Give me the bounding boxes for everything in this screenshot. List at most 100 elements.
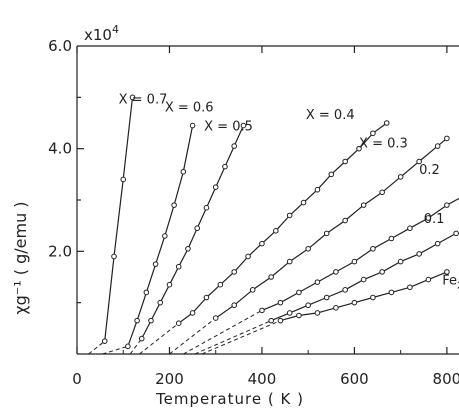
extrapolation-line <box>102 345 129 355</box>
extrapolation-line <box>201 320 281 355</box>
data-point <box>268 317 274 324</box>
data-point <box>189 310 196 316</box>
data-point <box>259 307 265 314</box>
data-point <box>249 287 256 293</box>
data-point <box>379 189 385 196</box>
data-point <box>240 122 247 129</box>
y-tick-label: 4.0 <box>48 140 72 158</box>
data-point <box>333 269 339 275</box>
extrapolation-line <box>88 340 106 355</box>
data-point <box>360 276 367 283</box>
data-point <box>166 281 173 288</box>
series-label-subscript: 2 <box>457 281 459 292</box>
series-3 <box>139 120 390 355</box>
x-tick-label: 0 <box>72 370 82 388</box>
data-point <box>407 225 413 232</box>
data-point <box>416 158 422 165</box>
data-point <box>323 230 330 237</box>
data-point <box>268 274 274 280</box>
data-point <box>194 225 201 232</box>
series-label: X = 0.4 <box>306 108 355 123</box>
data-point <box>175 320 182 327</box>
data-point <box>171 202 177 208</box>
series-line <box>127 125 194 347</box>
extrapolation-line <box>183 309 263 355</box>
data-point <box>351 299 358 306</box>
data-point <box>180 168 187 175</box>
data-point <box>212 184 219 190</box>
data-point <box>231 143 237 149</box>
data-point <box>185 245 191 252</box>
data-point <box>370 294 376 301</box>
data-point <box>444 269 450 275</box>
x-tick-label: 400 <box>248 370 277 388</box>
data-point <box>314 279 321 285</box>
data-point <box>129 94 136 101</box>
data-point <box>259 240 265 247</box>
x-tick-label: 200 <box>155 370 184 388</box>
data-point <box>434 240 441 247</box>
y-tick-label: 2.0 <box>48 242 72 260</box>
series-1 <box>102 122 196 355</box>
extrapolation-line <box>194 320 272 355</box>
data-point <box>296 312 302 319</box>
data-point <box>370 130 376 137</box>
x-tick-label: 600 <box>340 370 369 388</box>
series-2 <box>129 122 247 355</box>
extrapolation-line <box>129 338 143 355</box>
data-point <box>444 202 450 208</box>
series-label: X = 0.7 <box>119 92 168 107</box>
data-point <box>453 230 459 237</box>
data-point <box>379 269 385 275</box>
series-line <box>104 97 134 342</box>
series-line <box>280 271 448 322</box>
series-line <box>141 125 244 339</box>
data-point <box>277 299 284 306</box>
data-point <box>425 276 432 283</box>
data-point <box>342 217 348 224</box>
data-point <box>203 204 210 211</box>
data-point <box>231 302 237 309</box>
data-point <box>231 269 237 275</box>
data-point <box>212 315 219 321</box>
series-line <box>215 137 448 319</box>
y-multiplier-label: x104 <box>84 23 119 44</box>
data-point <box>143 289 150 296</box>
data-point <box>296 289 302 296</box>
data-point <box>111 253 117 260</box>
data-point <box>342 287 348 293</box>
data-point <box>360 202 367 208</box>
data-point <box>351 258 358 265</box>
data-point <box>162 233 168 239</box>
data-point <box>333 305 339 311</box>
series-label: Fe2P <box>442 274 459 292</box>
data-point <box>444 135 450 142</box>
series-line <box>178 122 388 324</box>
data-point <box>388 289 395 296</box>
extrapolation-line <box>139 322 180 355</box>
data-point <box>342 158 348 165</box>
series-line <box>261 197 459 311</box>
y-multiplier-base: x10 <box>84 26 112 44</box>
data-point <box>134 317 140 324</box>
data-point <box>125 343 131 350</box>
series-label: 0.1 <box>424 212 445 227</box>
y-tick-label: 6.0 <box>48 37 72 55</box>
data-point <box>416 251 422 257</box>
data-point <box>407 284 413 291</box>
y-tick-labels: 2.0 4.0 6.0 <box>48 37 72 260</box>
x-tick-labels: 0 200 400 600 800 <box>72 370 459 388</box>
y-multiplier-exponent: 4 <box>112 23 119 36</box>
series-0 <box>88 94 136 355</box>
data-point <box>328 171 335 178</box>
data-point <box>101 338 108 344</box>
series-label: X = 0.3 <box>359 137 408 152</box>
data-point <box>286 310 293 316</box>
data-point <box>245 253 251 260</box>
axis-ticks <box>76 46 448 354</box>
x-axis-label: Temperature ( K ) <box>155 390 304 408</box>
data-point <box>148 317 154 324</box>
data-point <box>203 294 210 301</box>
data-point <box>425 215 432 221</box>
